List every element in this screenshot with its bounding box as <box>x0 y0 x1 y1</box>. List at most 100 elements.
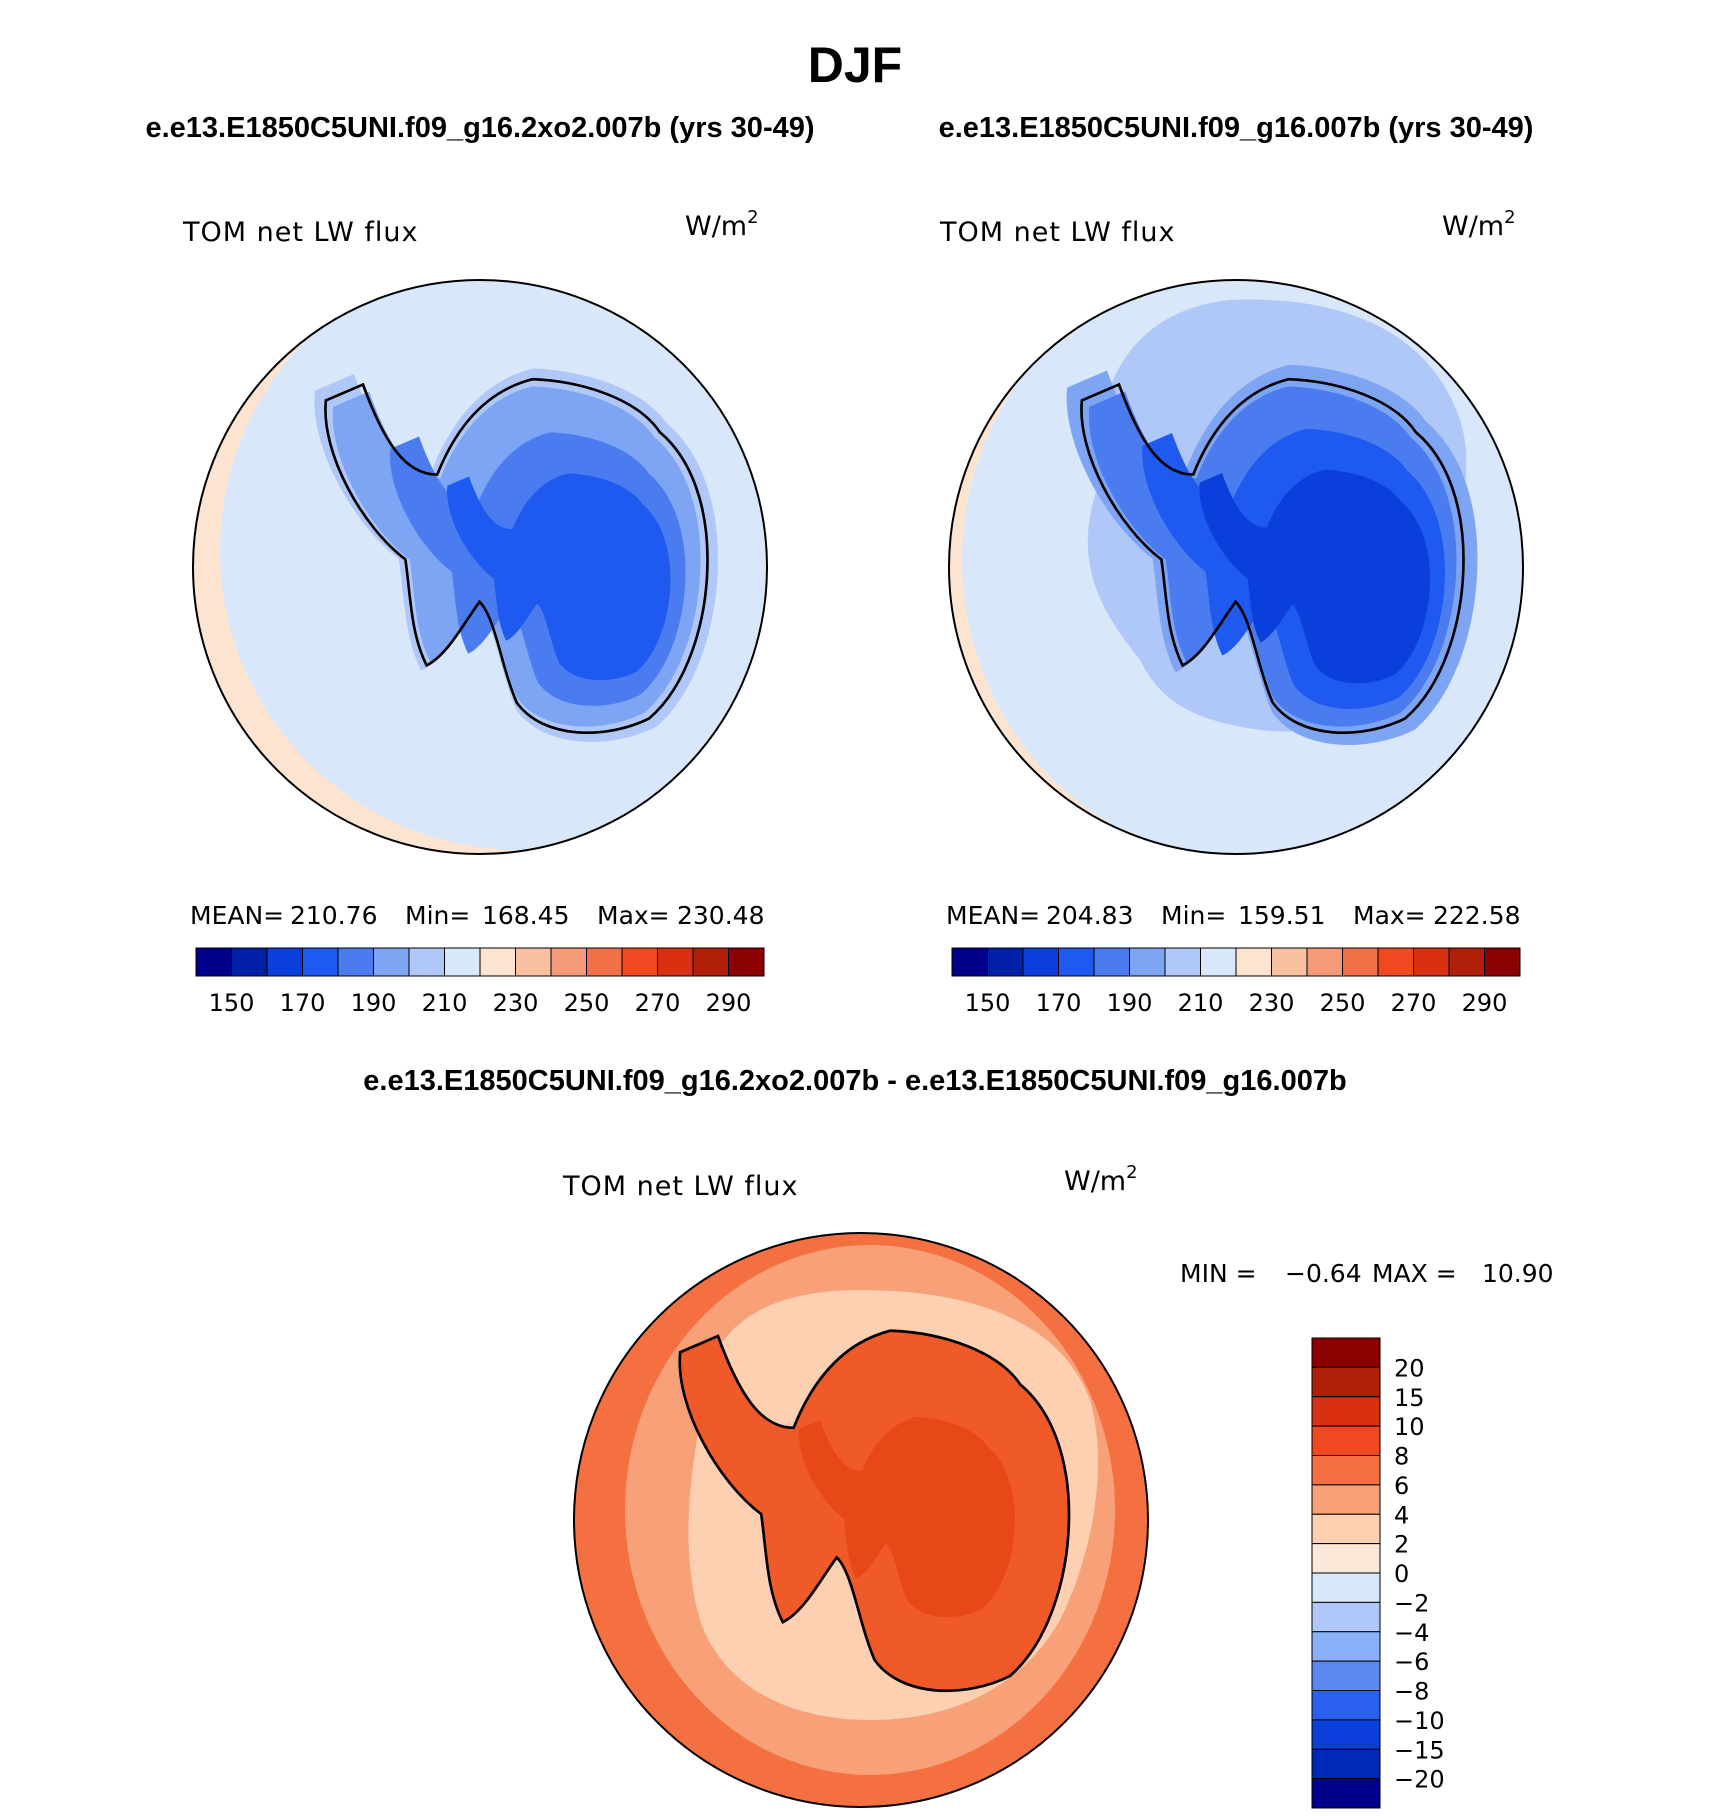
panel-2-min-label: Min= <box>1161 901 1226 930</box>
panel-3-stats: MIN = −0.64 MAX = 10.90 <box>1180 1259 1554 1288</box>
panel-2-units: W/m2 <box>1442 207 1516 242</box>
panel-2-map-border <box>948 279 1524 855</box>
panel-1-colorbar-label-7: 290 <box>706 989 752 1017</box>
panel-2-colorbar-label-0: 150 <box>965 989 1011 1017</box>
panel-1-mean-value: 210.76 <box>290 901 377 930</box>
panel-3-colorbar-swatch-5 <box>1311 1484 1381 1515</box>
panel-1-colorbar-swatch-5 <box>373 947 410 977</box>
panel-3-colorbar-label-10: −6 <box>1394 1648 1429 1676</box>
panel-1-colorbar-label-1: 170 <box>280 989 326 1017</box>
panel-1-colorbar-swatch-15 <box>728 947 765 977</box>
panel-3-max-label: MAX = <box>1372 1259 1457 1288</box>
panel-1-colorbar-label-4: 230 <box>493 989 539 1017</box>
panel-1-units-exp: 2 <box>747 207 758 228</box>
panel-3-colorbar-swatch-7 <box>1311 1543 1381 1574</box>
panel-3-colorbar-swatch-2 <box>1311 1396 1381 1427</box>
panel-2-map <box>949 280 1523 854</box>
panel-1-min-label: Min= <box>405 901 470 930</box>
panel-2-colorbar-swatch-6 <box>1164 947 1201 977</box>
panel-2-colorbar-swatch-11 <box>1342 947 1379 977</box>
panel-1-colorbar-swatch-2 <box>266 947 303 977</box>
panel-2-colorbar-swatch-13 <box>1413 947 1450 977</box>
panel-1-colorbar-swatch-12 <box>621 947 658 977</box>
panel-3-colorbar-label-14: −20 <box>1394 1766 1445 1794</box>
panel-2-colorbar-label-7: 290 <box>1462 989 1508 1017</box>
panel-2-mean-label: MEAN= <box>946 901 1040 930</box>
panel-3-colorbar-swatch-8 <box>1311 1572 1381 1603</box>
panel-1-colorbar-label-5: 250 <box>564 989 610 1017</box>
panel-3-colorbar-label-5: 4 <box>1394 1501 1409 1529</box>
panel-1-colorbar: 150 170 190 210 230 250 270 290 <box>195 947 765 1017</box>
panel-2-colorbar-swatch-7 <box>1200 947 1237 977</box>
panel-2-colorbar-label-1: 170 <box>1036 989 1082 1017</box>
panel-2-colorbar-swatch-9 <box>1271 947 1308 977</box>
panel-2-stats: MEAN= 204.83 Min= 159.51 Max= 222.58 <box>946 901 1520 930</box>
panel-2-colorbar-swatch-1 <box>987 947 1024 977</box>
panel-1-colorbar-label-6: 270 <box>635 989 681 1017</box>
panel-1-map <box>193 280 767 854</box>
panel-3-max-value: 10.90 <box>1482 1259 1554 1288</box>
panel-3-colorbar-label-4: 6 <box>1394 1472 1409 1500</box>
panel-2-mean-value: 204.83 <box>1046 901 1133 930</box>
panel-1-colorbar-label-0: 150 <box>209 989 255 1017</box>
panel-2-colorbar-swatch-14 <box>1448 947 1485 977</box>
panel-1-max-label: Max= <box>597 901 670 930</box>
panel-3-colorbar-label-8: −2 <box>1394 1589 1429 1617</box>
panel-1-colorbar-swatch-1 <box>231 947 268 977</box>
panel-2-min-value: 159.51 <box>1238 901 1325 930</box>
panel-3-colorbar-swatch-3 <box>1311 1425 1381 1456</box>
panel-2-colorbar: 150 170 190 210 230 250 270 290 <box>951 947 1521 1017</box>
panel-2-colorbar-label-4: 230 <box>1249 989 1295 1017</box>
panel-3-colorbar-swatch-11 <box>1311 1660 1381 1691</box>
panel-2-colorbar-swatch-12 <box>1377 947 1414 977</box>
panel-2-colorbar-swatch-10 <box>1306 947 1343 977</box>
panel-3-colorbar-label-11: −8 <box>1394 1678 1429 1706</box>
panel-3-units-base: W/m <box>1064 1166 1126 1197</box>
panel-1-colorbar-label-2: 190 <box>351 989 397 1017</box>
panel-2-variable-label: TOM net LW flux <box>939 217 1175 248</box>
panel-2-colorbar-swatch-5 <box>1129 947 1166 977</box>
figure-title: DJF <box>808 37 902 93</box>
panel-2-units-exp: 2 <box>1504 207 1515 228</box>
panel-3-map <box>574 1233 1148 1807</box>
panel-2-subtitle: e.e13.E1850C5UNI.f09_g16.007b (yrs 30-49… <box>939 112 1534 144</box>
panel-1-map-border <box>192 279 768 855</box>
panel-3-min-label: MIN = <box>1180 1259 1257 1288</box>
panel-3-colorbar-swatch-14 <box>1311 1748 1381 1780</box>
panel-3-colorbar-label-9: −4 <box>1394 1619 1429 1647</box>
panel-1-max-value: 230.48 <box>677 901 764 930</box>
panel-3-colorbar-swatch-9 <box>1311 1601 1381 1633</box>
panel-3-subtitle: e.e13.E1850C5UNI.f09_g16.2xo2.007b - e.e… <box>363 1065 1346 1097</box>
panel-3-colorbar-swatch-6 <box>1311 1513 1381 1545</box>
panel-2-max-label: Max= <box>1353 901 1426 930</box>
panel-1-colorbar-swatch-13 <box>657 947 694 977</box>
panel-1-colorbar-swatch-6 <box>408 947 445 977</box>
panel-2-colorbar-swatch-8 <box>1235 947 1272 977</box>
panel-3-variable-label: TOM net LW flux <box>562 1171 798 1202</box>
panel-2-colorbar-swatch-15 <box>1484 947 1521 977</box>
panel-3-colorbar-swatch-4 <box>1311 1455 1381 1486</box>
panel-2-colorbar-label-3: 210 <box>1178 989 1224 1017</box>
panel-1-min-value: 168.45 <box>482 901 569 930</box>
panel-3-colorbar-label-6: 2 <box>1394 1531 1409 1559</box>
panel-2-colorbar-label-5: 250 <box>1320 989 1366 1017</box>
panel-1-units: W/m2 <box>685 207 759 242</box>
panel-2-colorbar-label-2: 190 <box>1107 989 1153 1017</box>
panel-1-units-base: W/m <box>685 211 747 242</box>
panel-3: e.e13.E1850C5UNI.f09_g16.2xo2.007b - e.e… <box>363 1065 1554 1809</box>
panel-1-colorbar-swatch-10 <box>550 947 587 977</box>
panel-1: e.e13.E1850C5UNI.f09_g16.2xo2.007b (yrs … <box>145 112 814 1017</box>
panel-1-colorbar-swatch-4 <box>337 947 374 977</box>
panel-1-colorbar-swatch-0 <box>195 947 232 977</box>
panel-1-colorbar-swatch-11 <box>586 947 623 977</box>
panel-2: e.e13.E1850C5UNI.f09_g16.007b (yrs 30-49… <box>939 112 1534 1017</box>
panel-2-colorbar-label-6: 270 <box>1391 989 1437 1017</box>
panel-1-colorbar-swatch-9 <box>515 947 552 977</box>
panel-3-colorbar-swatch-1 <box>1311 1366 1381 1398</box>
panel-1-variable-label: TOM net LW flux <box>182 217 418 248</box>
panel-2-colorbar-swatch-0 <box>951 947 988 977</box>
panel-1-colorbar-swatch-14 <box>692 947 729 977</box>
panel-1-colorbar-swatch-8 <box>479 947 516 977</box>
